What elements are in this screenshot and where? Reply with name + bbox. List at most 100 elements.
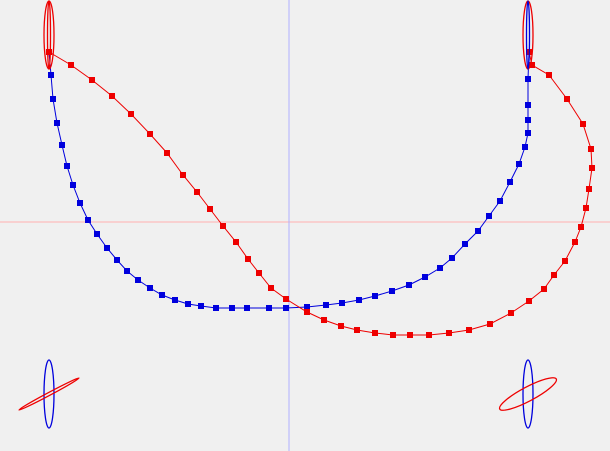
series-point: [48, 72, 54, 78]
series-point: [529, 62, 535, 68]
series-point: [229, 305, 235, 311]
series-point: [516, 161, 522, 167]
series-line: [48, 51, 530, 309]
glyph-layer: [18, 0, 558, 429]
glyph-ellipse: [498, 377, 558, 411]
series-point: [114, 257, 120, 263]
glyph-ellipse: [18, 377, 80, 411]
series-point: [525, 130, 531, 136]
series-layer: [46, 49, 595, 338]
series-point: [564, 96, 570, 102]
series-point: [304, 304, 310, 310]
series-point: [508, 310, 514, 316]
series-point: [525, 76, 531, 82]
series-point: [207, 206, 213, 212]
series-point: [147, 131, 153, 137]
series-point: [109, 93, 115, 99]
series-1: [46, 49, 595, 338]
series-point: [526, 298, 532, 304]
series-point: [85, 217, 91, 223]
series-point: [572, 239, 578, 245]
series-point: [104, 245, 110, 251]
series-point: [185, 301, 191, 307]
series-point: [268, 285, 274, 291]
series-point: [323, 302, 329, 308]
glyph-ellipse: [43, 359, 55, 429]
series-point: [407, 332, 413, 338]
series-point: [321, 317, 327, 323]
series-point: [180, 172, 186, 178]
series-point: [54, 120, 60, 126]
series-point: [551, 272, 557, 278]
series-point: [562, 258, 568, 264]
series-point: [406, 282, 412, 288]
series-point: [389, 288, 395, 294]
series-point: [198, 303, 204, 309]
series-point: [304, 309, 310, 315]
series-point: [147, 285, 153, 291]
series-point: [487, 321, 493, 327]
series-point: [390, 332, 396, 338]
series-point: [586, 186, 592, 192]
series-point: [256, 270, 262, 276]
series-point: [220, 223, 226, 229]
series-point: [266, 305, 272, 311]
ellipse-glyph-0: [43, 0, 55, 70]
series-point: [466, 327, 472, 333]
series-point: [541, 286, 547, 292]
series-point: [94, 231, 100, 237]
series-point: [172, 297, 178, 303]
series-point: [354, 327, 360, 333]
series-point: [426, 332, 432, 338]
glyph-ellipse: [525, 0, 531, 70]
series-point: [475, 228, 481, 234]
series-point: [580, 121, 586, 127]
series-point: [546, 72, 552, 78]
series-point: [70, 182, 76, 188]
series-point: [372, 330, 378, 336]
ellipse-glyph-1: [522, 0, 534, 70]
series-point: [507, 179, 513, 185]
series-point: [486, 213, 492, 219]
series-point: [64, 163, 70, 169]
series-point: [213, 305, 219, 311]
series-point: [356, 297, 362, 303]
series-point: [588, 146, 594, 152]
series-point: [89, 77, 95, 83]
series-point: [338, 323, 344, 329]
series-point: [437, 265, 443, 271]
series-0: [46, 49, 532, 311]
series-point: [59, 142, 65, 148]
series-point: [525, 117, 531, 123]
series-point: [462, 241, 468, 247]
series-point: [128, 111, 134, 117]
series-point: [245, 256, 251, 262]
series-point: [589, 165, 595, 171]
series-point: [124, 268, 130, 274]
series-point: [77, 200, 83, 206]
series-point: [578, 224, 584, 230]
glyph-ellipse: [46, 0, 52, 70]
series-point: [68, 62, 74, 68]
series-point: [283, 296, 289, 302]
ellipse-glyph-3: [498, 359, 558, 429]
glyph-ellipse: [522, 359, 534, 429]
series-point: [422, 274, 428, 280]
series-point: [194, 189, 200, 195]
ellipse-glyph-2: [18, 359, 80, 429]
series-point: [525, 102, 531, 108]
series-point: [50, 96, 56, 102]
series-point: [583, 205, 589, 211]
series-point: [372, 293, 378, 299]
series-point: [497, 198, 503, 204]
series-point: [283, 305, 289, 311]
series-point: [339, 300, 345, 306]
series-point: [233, 239, 239, 245]
series-point: [159, 292, 165, 298]
series-point: [164, 150, 170, 156]
series-point: [46, 49, 52, 55]
series-point: [244, 305, 250, 311]
